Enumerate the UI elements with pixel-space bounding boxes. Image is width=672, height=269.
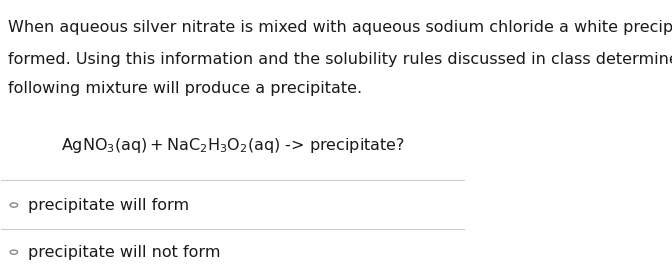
- Text: formed. Using this information and the solubility rules discussed in class deter: formed. Using this information and the s…: [8, 52, 672, 67]
- Text: precipitate will not form: precipitate will not form: [28, 245, 220, 260]
- Text: precipitate will form: precipitate will form: [28, 197, 189, 213]
- Text: following mixture will produce a precipitate.: following mixture will produce a precipi…: [8, 81, 362, 96]
- Text: When aqueous silver nitrate is mixed with aqueous sodium chloride a white precip: When aqueous silver nitrate is mixed wit…: [8, 20, 672, 35]
- Text: $\mathrm{AgNO_3(aq) + NaC_2H_3O_2(aq)}$ -> precipitate?: $\mathrm{AgNO_3(aq) + NaC_2H_3O_2(aq)}$ …: [60, 136, 405, 155]
